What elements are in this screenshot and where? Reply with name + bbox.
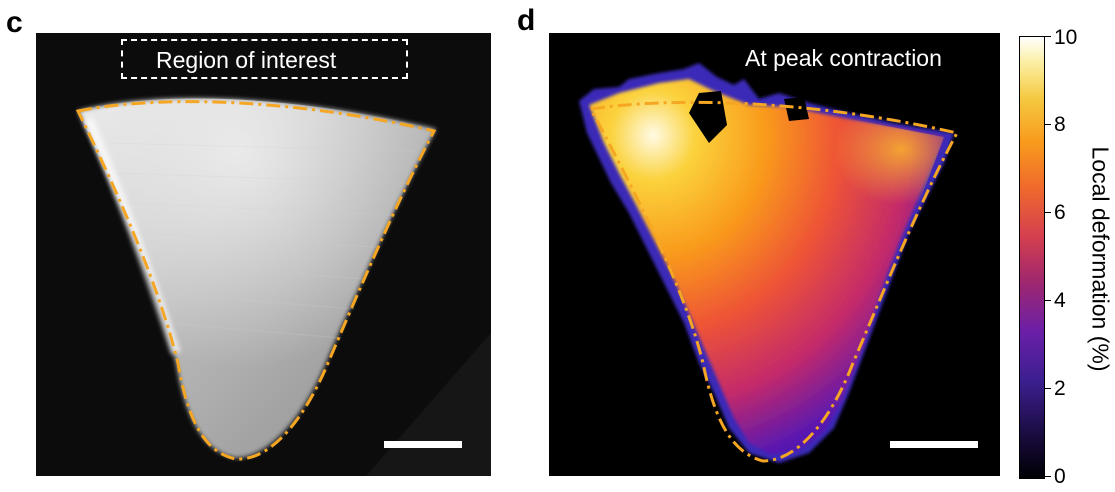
colorbar-tick-label-2: 2 [1054,377,1066,400]
heatmap-image [549,33,1000,476]
colorbar-title: Local deformation (%) [1087,146,1114,372]
colorbar-tick-label-4: 4 [1054,289,1066,312]
colorbar-tick-label-6: 6 [1054,201,1066,224]
panel-c-micrograph: Region of interest [36,33,491,476]
colorbar-tick-6 [1044,212,1051,213]
colorbar-tick-0 [1044,476,1051,477]
colorbar-tick-label-0: 0 [1054,465,1066,488]
panel-letter-c: c [6,6,23,39]
peak-contraction-label: At peak contraction [745,45,942,71]
scale-bar-d [890,441,978,448]
colorbar [1019,36,1045,479]
colorbar-tick-2 [1044,388,1051,389]
roi-label: Region of interest [156,47,337,73]
colorbar-tick-4 [1044,300,1051,301]
colorbar-tick-label-8: 8 [1054,113,1066,136]
panel-letter-d: d [517,4,536,37]
micrograph-image [36,33,491,476]
colorbar-tick-8 [1044,124,1051,125]
roi-outline [75,100,437,461]
colorbar-tick-10 [1044,36,1051,37]
colorbar-tick-label-10: 10 [1054,26,1078,49]
scale-bar-c [384,441,462,448]
roi-label-box [121,39,408,79]
panel-d-heatmap: At peak contraction [549,33,1000,476]
